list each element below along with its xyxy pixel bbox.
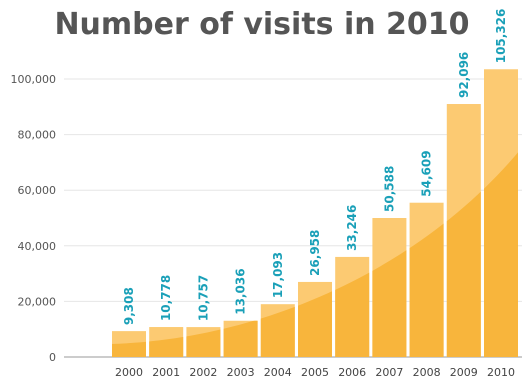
y-tick-label: 40,000 xyxy=(18,240,57,253)
data-label: 92,096 xyxy=(457,52,471,98)
x-tick-label: 2007 xyxy=(375,366,403,379)
x-tick-label: 2005 xyxy=(301,366,329,379)
data-label: 10,757 xyxy=(196,275,210,321)
data-label: 17,093 xyxy=(271,252,285,298)
y-tick-label: 60,000 xyxy=(18,184,57,197)
x-tick-label: 2001 xyxy=(152,366,180,379)
bar-curve-segment xyxy=(484,150,518,358)
x-tick-label: 2003 xyxy=(227,366,255,379)
data-labels: 9,308 10,778 10,757 13,036 17,093 26,958 33,24… xyxy=(122,9,508,326)
data-label: 9,308 xyxy=(122,287,136,325)
data-label: 10,778 xyxy=(159,275,173,321)
x-tick-label: 2004 xyxy=(264,366,292,379)
x-tick-label: 2006 xyxy=(338,366,366,379)
x-axis: 2000 2001 2002 2003 2004 2005 2006 2007 2008 2009… xyxy=(115,366,515,379)
data-label: 13,036 xyxy=(234,268,248,314)
data-label: 105,326 xyxy=(494,9,508,64)
x-tick-label: 2010 xyxy=(487,366,515,379)
x-tick-label: 2008 xyxy=(413,366,441,379)
y-tick-label: 0 xyxy=(49,351,56,364)
grid-lines xyxy=(64,78,522,358)
y-tick-label: 20,000 xyxy=(18,295,57,308)
x-tick-label: 2002 xyxy=(189,366,217,379)
y-axis: 0 20,000 40,000 60,000 80,000 100,000 xyxy=(11,73,57,364)
data-label: 33,246 xyxy=(345,205,359,251)
x-tick-label: 2009 xyxy=(450,366,478,379)
x-tick-label: 2000 xyxy=(115,366,143,379)
data-label: 26,958 xyxy=(308,230,322,276)
data-label: 50,588 xyxy=(382,166,396,212)
y-tick-label: 100,000 xyxy=(11,73,57,86)
y-tick-label: 80,000 xyxy=(18,129,57,142)
chart-title: Number of visits in 2010 xyxy=(54,7,469,42)
data-label: 54,609 xyxy=(420,150,434,196)
